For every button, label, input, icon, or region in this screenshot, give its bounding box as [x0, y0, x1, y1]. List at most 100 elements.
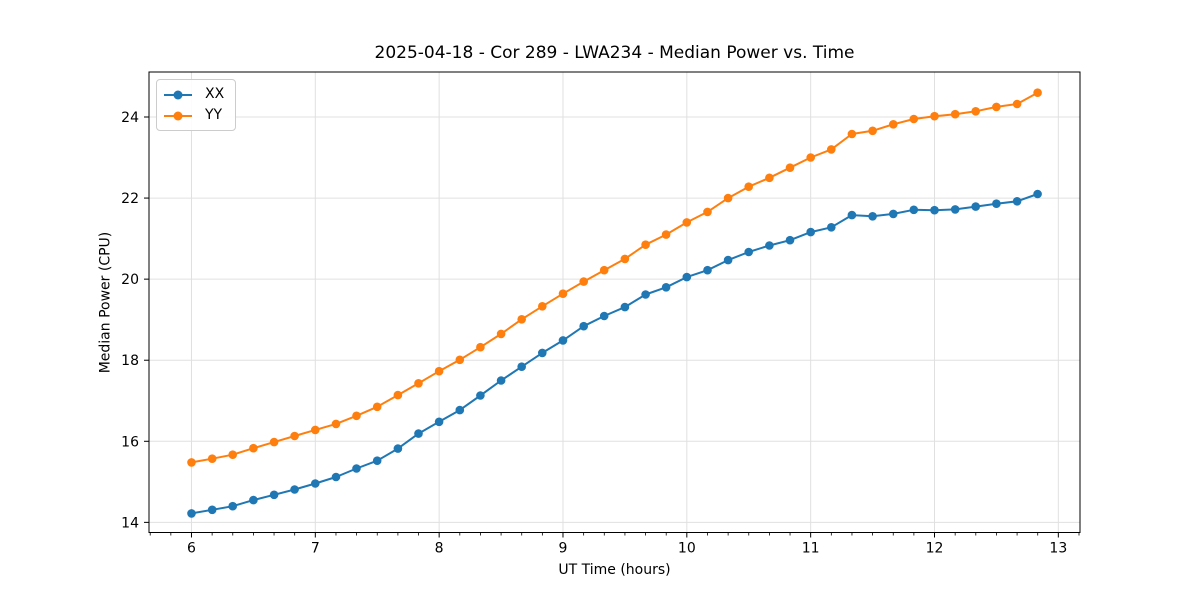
data-point-marker	[909, 114, 919, 124]
data-point-marker	[290, 431, 299, 441]
data-point-marker	[992, 102, 1001, 112]
data-point-marker	[517, 362, 526, 372]
data-point-marker	[558, 289, 568, 299]
x-tick-label: 6	[187, 541, 196, 557]
legend-line-sample	[164, 111, 192, 120]
data-point-marker	[765, 173, 774, 183]
data-point-marker	[496, 376, 506, 385]
x-axis-label: UT Time (hours)	[558, 562, 671, 578]
data-point-marker	[909, 205, 919, 215]
data-point-marker	[661, 283, 671, 292]
data-point-marker	[1012, 197, 1022, 206]
x-tick-label: 13	[1049, 541, 1067, 557]
y-tick-label: 14	[121, 515, 139, 531]
x-tick-label: 8	[435, 541, 444, 557]
data-point-marker	[352, 464, 361, 473]
data-point-marker	[393, 444, 403, 453]
data-point-marker	[249, 443, 258, 453]
data-point-marker	[1012, 99, 1022, 109]
data-point-marker	[476, 342, 485, 352]
legend-label: YY	[205, 107, 223, 123]
data-point-marker	[455, 355, 465, 365]
data-point-marker	[868, 212, 877, 221]
data-point-marker	[1033, 88, 1042, 97]
x-tick-label: 9	[559, 541, 568, 557]
y-tick-label: 18	[121, 353, 139, 369]
data-point-marker	[579, 321, 588, 331]
data-point-marker	[868, 126, 877, 136]
data-point-marker	[620, 302, 630, 312]
data-point-marker	[372, 402, 382, 412]
data-point-marker	[847, 210, 857, 220]
data-point-marker	[496, 329, 506, 339]
data-point-marker	[207, 454, 217, 464]
series-line	[191, 91, 1039, 464]
x-tick-label: 10	[678, 541, 696, 557]
data-point-marker	[827, 145, 836, 154]
data-point-marker	[414, 379, 423, 388]
data-point-marker	[187, 509, 196, 518]
data-point-marker	[207, 505, 217, 515]
data-point-marker	[971, 107, 980, 116]
data-point-marker	[290, 485, 299, 494]
x-tick-label: 12	[926, 541, 944, 557]
data-point-marker	[641, 240, 650, 249]
x-tick-label: 7	[311, 541, 320, 557]
tick-labels: 6 7 8 9 10 11 12 13 14 16 18 20 22 24	[121, 110, 1067, 557]
data-point-marker	[703, 207, 712, 217]
data-point-marker	[992, 199, 1001, 208]
data-point-marker	[434, 417, 444, 427]
data-point-marker	[414, 429, 423, 438]
data-point-marker	[765, 241, 774, 250]
legend-item-yy: YY	[164, 105, 224, 126]
chart-title: 2025-04-18 - Cor 289 - LWA234 - Median P…	[374, 43, 855, 63]
data-point-marker	[538, 348, 547, 358]
data-point-marker	[331, 472, 341, 482]
data-point-marker	[599, 265, 609, 275]
data-point-marker	[950, 205, 960, 214]
data-point-marker	[331, 419, 341, 429]
data-point-marker	[744, 182, 753, 191]
data-point-marker	[785, 163, 795, 172]
legend-label: XX	[205, 86, 225, 102]
data-point-marker	[269, 437, 279, 447]
data-point-marker	[847, 129, 857, 139]
data-point-marker	[723, 193, 733, 203]
series-yy	[187, 88, 1042, 467]
legend: XX YY	[156, 79, 237, 131]
data-point-marker	[269, 490, 279, 500]
data-point-marker	[228, 501, 237, 511]
data-point-marker	[393, 390, 403, 400]
data-point-marker	[971, 202, 980, 211]
data-point-marker	[311, 425, 320, 435]
data-point-marker	[641, 290, 650, 299]
y-tick-label: 22	[121, 191, 139, 207]
data-point-marker	[930, 111, 939, 121]
legend-marker-icon	[173, 90, 183, 99]
data-point-marker	[517, 315, 526, 324]
data-point-marker	[806, 227, 815, 237]
data-point-marker	[1033, 189, 1042, 199]
data-point-marker	[372, 456, 382, 466]
data-point-marker	[476, 391, 485, 400]
data-point-marker	[455, 405, 465, 415]
y-tick-label: 16	[121, 434, 139, 450]
data-point-marker	[723, 255, 733, 265]
data-point-marker	[889, 120, 898, 129]
data-point-marker	[434, 366, 444, 376]
data-point-marker	[187, 458, 196, 467]
data-point-marker	[703, 265, 712, 275]
legend-item-xx: XX	[164, 84, 224, 105]
data-point-marker	[599, 311, 609, 321]
data-point-marker	[352, 411, 361, 421]
data-point-marker	[785, 235, 795, 245]
data-point-marker	[558, 336, 568, 345]
grid-lines	[149, 72, 1080, 533]
data-point-marker	[228, 450, 237, 460]
plot-frame	[148, 71, 1081, 533]
legend-line-sample	[164, 90, 192, 99]
data-point-marker	[538, 302, 547, 311]
data-point-marker	[930, 205, 939, 215]
data-point-marker	[744, 247, 753, 257]
data-point-marker	[682, 272, 692, 282]
